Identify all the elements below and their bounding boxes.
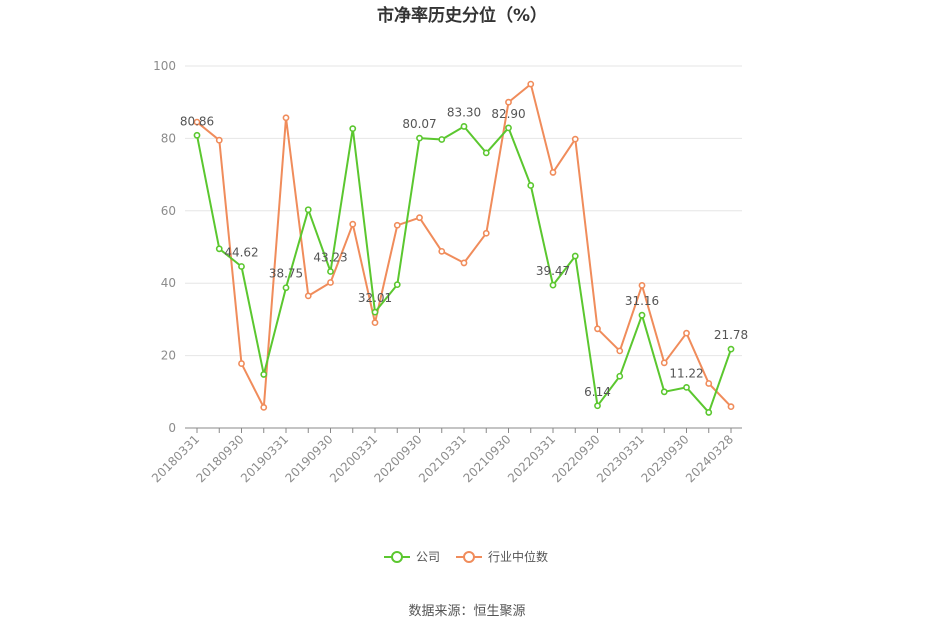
data-label: 11.22 — [669, 366, 703, 380]
y-tick-label: 80 — [161, 131, 176, 145]
data-point — [393, 281, 401, 289]
data-point — [683, 383, 690, 391]
y-tick-label: 40 — [161, 276, 176, 290]
data-point — [594, 402, 601, 410]
legend-swatch-marker — [463, 551, 475, 563]
y-tick-label: 60 — [161, 204, 176, 218]
data-point — [393, 221, 401, 229]
data-point — [238, 360, 245, 367]
data-point — [527, 182, 535, 189]
data-point — [660, 359, 668, 367]
data-labels: 80.86 44.62 38.75 43.23 32.01 80.07 83.30 82.90… — [180, 105, 748, 398]
data-point — [460, 123, 468, 130]
data-label: 39.47 — [536, 264, 570, 278]
legend-item-1[interactable]: 行业中位数 — [456, 549, 548, 564]
x-tick-label: 20240328 — [683, 432, 736, 485]
data-point — [416, 134, 423, 142]
data-label: 80.07 — [402, 117, 436, 131]
data-label: 32.01 — [358, 291, 392, 305]
data-point — [638, 281, 646, 289]
data-point — [304, 206, 312, 214]
y-axis: 0 20 40 60 80 100 — [153, 59, 176, 435]
data-point — [638, 311, 646, 319]
data-point — [549, 169, 557, 176]
data-point — [238, 263, 245, 270]
data-label: 38.75 — [269, 267, 303, 281]
data-point — [371, 308, 379, 316]
y-tick-label: 100 — [153, 59, 176, 73]
data-point — [616, 372, 624, 380]
data-point — [215, 136, 223, 144]
legend-label: 行业中位数 — [488, 549, 548, 564]
data-point — [193, 131, 201, 139]
chart-title: 市净率历史分位（%） — [377, 5, 547, 26]
data-label: 43.23 — [313, 251, 347, 265]
data-label: 80.86 — [180, 114, 214, 128]
data-point — [549, 281, 557, 289]
data-point — [705, 380, 713, 387]
data-point — [616, 347, 624, 355]
legend-swatch-marker — [391, 551, 403, 563]
y-tick-label: 20 — [161, 349, 176, 363]
data-point — [571, 135, 579, 143]
data-point — [683, 329, 690, 337]
series-layer — [193, 80, 735, 416]
data-point — [482, 149, 490, 157]
data-point — [416, 214, 423, 222]
data-point — [327, 279, 334, 286]
data-point — [482, 229, 490, 237]
data-label: 31.16 — [625, 294, 659, 308]
data-point — [727, 345, 735, 353]
data-point — [727, 403, 735, 411]
data-point — [193, 118, 201, 126]
data-point — [327, 268, 334, 275]
data-point — [282, 114, 290, 122]
data-point — [505, 124, 512, 132]
source-note: 数据来源：恒生聚源 — [408, 604, 525, 619]
data-point — [527, 80, 535, 88]
data-point — [349, 125, 357, 133]
data-point — [571, 252, 579, 260]
x-axis: 2018033120180930201903312019093020200331… — [149, 427, 742, 485]
data-point — [304, 292, 312, 300]
grid — [185, 65, 742, 357]
data-point — [438, 136, 446, 143]
data-point — [460, 259, 468, 267]
y-tick-label: 0 — [168, 421, 176, 435]
data-point — [260, 371, 268, 378]
data-point — [594, 325, 601, 333]
legend-label: 公司 — [416, 550, 440, 564]
data-label: 82.90 — [491, 107, 525, 121]
data-label: 83.30 — [447, 105, 481, 119]
data-label: 44.62 — [224, 245, 258, 259]
legend-item-0[interactable]: 公司 — [384, 550, 440, 564]
data-point — [505, 98, 512, 106]
series-line-1 — [196, 83, 732, 409]
data-point — [260, 403, 268, 411]
data-label: 6.14 — [584, 385, 611, 399]
legend[interactable]: 公司 行业中位数 — [384, 549, 548, 564]
data-point — [660, 388, 668, 396]
data-point — [438, 247, 446, 255]
data-point — [215, 245, 223, 253]
data-point — [705, 409, 713, 416]
data-point — [349, 220, 357, 228]
data-point — [282, 284, 290, 292]
data-point — [371, 319, 379, 327]
data-label: 21.78 — [714, 328, 748, 342]
